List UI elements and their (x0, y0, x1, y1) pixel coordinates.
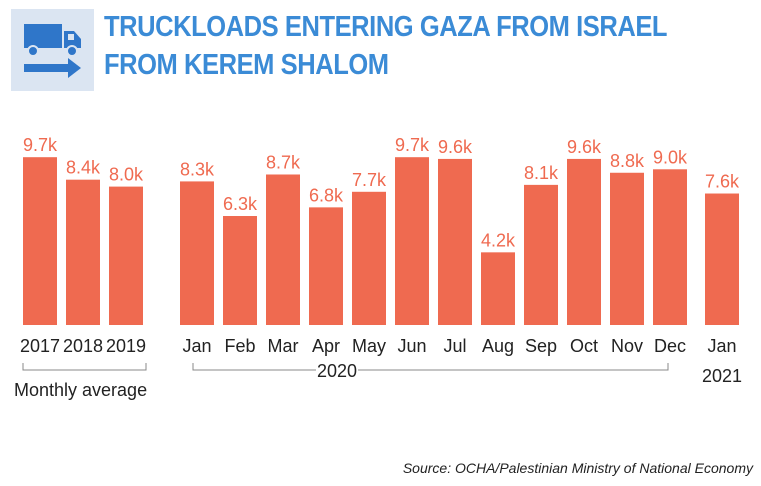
bar (352, 191, 386, 325)
category-label: Mar (268, 336, 299, 356)
truck-arrow-graphic (24, 24, 81, 78)
bar (180, 181, 214, 325)
data-label: 9.7k (395, 135, 430, 155)
bar (223, 216, 257, 325)
bar (266, 174, 300, 325)
group-bracket (22, 363, 147, 371)
category-label: Nov (611, 336, 643, 356)
category-label: Jan (707, 336, 736, 356)
category-label: 2019 (106, 336, 146, 356)
bar (66, 179, 100, 325)
category-label: Aug (482, 336, 514, 356)
data-label: 4.2k (481, 230, 516, 250)
truck-icon (11, 9, 94, 91)
bar-chart: 9.7k 2017 8.4k 2018 8.0k 2019 8.3k Jan 6.3k Feb 8.… (14, 135, 742, 400)
bar (23, 157, 57, 325)
group-label: 2020 (317, 361, 357, 381)
data-label: 9.7k (23, 135, 58, 155)
data-label: 8.3k (180, 159, 215, 179)
category-label: Dec (654, 336, 686, 356)
bar (653, 169, 687, 325)
bar (705, 193, 739, 325)
category-label: 2018 (63, 336, 103, 356)
category-label: May (352, 336, 386, 356)
chart-title: TRUCKLOADS ENTERING GAZA FROM ISRAEL FRO… (104, 11, 667, 81)
category-label: Feb (224, 336, 255, 356)
data-label: 9.6k (438, 137, 473, 157)
category-label: 2017 (20, 336, 60, 356)
data-label: 8.0k (109, 165, 144, 185)
category-label: Apr (312, 336, 340, 356)
bar (567, 158, 601, 325)
category-label: Sep (525, 336, 557, 356)
bar (109, 186, 143, 325)
data-label: 8.7k (266, 152, 301, 172)
category-label: Jul (443, 336, 466, 356)
data-label: 7.7k (352, 170, 387, 190)
category-label: Jun (397, 336, 426, 356)
group-bracket (192, 363, 669, 371)
source-note: Source: OCHA/Palestinian Ministry of Nat… (402, 460, 753, 476)
data-label: 9.6k (567, 137, 602, 157)
bar (524, 184, 558, 325)
bar (610, 172, 644, 325)
bar (481, 252, 515, 325)
data-label: 9.0k (653, 147, 688, 167)
category-label: Jan (182, 336, 211, 356)
header: TRUCKLOADS ENTERING GAZA FROM ISRAEL FRO… (0, 0, 761, 96)
data-label: 8.1k (524, 163, 559, 183)
category-label: Oct (570, 336, 598, 356)
group-label: Monthly average (14, 380, 147, 400)
data-label: 6.8k (309, 185, 344, 205)
bar (395, 157, 429, 325)
group-label: 2021 (702, 366, 742, 386)
data-label: 7.6k (705, 172, 740, 192)
data-label: 8.8k (610, 151, 645, 171)
data-label: 8.4k (66, 158, 101, 178)
data-label: 6.3k (223, 194, 258, 214)
bar (438, 158, 472, 325)
bar (309, 207, 343, 325)
